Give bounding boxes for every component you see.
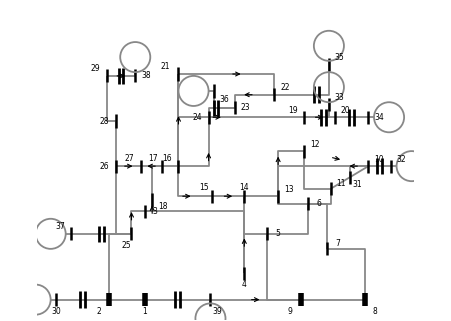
Text: 25: 25 xyxy=(121,241,131,250)
Text: 26: 26 xyxy=(100,162,109,171)
Text: 10: 10 xyxy=(374,155,384,164)
Text: 34: 34 xyxy=(374,113,384,122)
Text: 13: 13 xyxy=(284,185,294,194)
Text: 37: 37 xyxy=(55,222,65,231)
Text: 19: 19 xyxy=(288,106,298,115)
Text: 18: 18 xyxy=(158,202,167,211)
Text: 1: 1 xyxy=(142,307,147,316)
Text: 27: 27 xyxy=(125,154,134,163)
Text: 11: 11 xyxy=(336,178,346,187)
Text: 12: 12 xyxy=(310,140,320,149)
Text: 22: 22 xyxy=(280,83,290,92)
Text: 24: 24 xyxy=(193,113,202,122)
Text: 4: 4 xyxy=(242,280,247,289)
Text: 39: 39 xyxy=(212,307,222,316)
Text: 30: 30 xyxy=(51,307,61,316)
Text: 7: 7 xyxy=(335,239,340,248)
Text: 21: 21 xyxy=(161,62,170,71)
Text: 29: 29 xyxy=(90,64,100,73)
Text: 31: 31 xyxy=(352,180,362,189)
Text: 35: 35 xyxy=(335,53,344,62)
Text: 5: 5 xyxy=(275,229,280,238)
Text: 17: 17 xyxy=(148,154,158,163)
Text: 2: 2 xyxy=(96,307,101,316)
Text: 38: 38 xyxy=(141,71,151,80)
Text: 32: 32 xyxy=(397,155,406,164)
Text: 6: 6 xyxy=(316,199,321,208)
Text: 9: 9 xyxy=(288,307,293,316)
Text: 16: 16 xyxy=(162,154,172,163)
Text: 15: 15 xyxy=(199,183,209,193)
Text: 36: 36 xyxy=(220,95,230,104)
Text: 14: 14 xyxy=(239,183,249,193)
Text: 20: 20 xyxy=(340,106,350,115)
Text: 28: 28 xyxy=(100,117,109,126)
Text: 8: 8 xyxy=(373,307,377,316)
Text: 23: 23 xyxy=(241,103,250,112)
Text: 33: 33 xyxy=(335,93,344,102)
Text: 3: 3 xyxy=(153,207,157,216)
